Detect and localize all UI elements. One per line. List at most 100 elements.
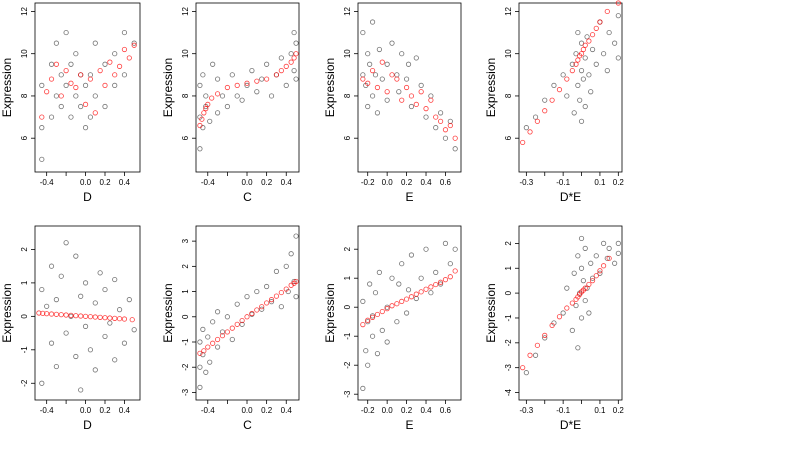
observed-point — [224, 103, 230, 110]
fitted-point — [597, 268, 603, 274]
x-tick-label: 0.2 — [261, 178, 273, 187]
fitted-point — [234, 321, 240, 327]
observed-point — [582, 55, 588, 61]
observed-point — [207, 118, 213, 124]
y-tick-label: 2 — [20, 247, 29, 252]
fitted-point — [53, 61, 59, 67]
observed-point — [604, 68, 610, 74]
observed-point — [369, 313, 376, 319]
fitted-point — [40, 310, 46, 316]
observed-point — [200, 352, 206, 358]
observed-point — [433, 125, 439, 131]
plot-frame — [518, 225, 623, 401]
observed-point — [418, 275, 424, 281]
fitted-point — [556, 314, 563, 320]
y-tick-label: 12 — [504, 6, 513, 15]
scatter-panel-2: -0.4 0.0 0.2 0.4 6 8 10 12 C Expression — [161, 2, 300, 204]
fitted-point — [379, 308, 385, 315]
observed-point — [582, 103, 588, 110]
fitted-point — [209, 95, 215, 101]
observed-point — [112, 82, 118, 88]
observed-point — [374, 110, 381, 116]
fitted-point — [234, 82, 240, 88]
y-tick-label: 8 — [504, 93, 513, 98]
observed-point — [374, 350, 381, 357]
fitted-point — [389, 72, 395, 78]
observed-point — [403, 76, 410, 82]
fitted-point — [437, 118, 444, 124]
fitted-point — [597, 19, 603, 25]
observed-point — [82, 323, 89, 329]
observed-point — [234, 93, 240, 99]
observed-point — [571, 270, 577, 276]
observed-point — [39, 380, 45, 386]
observed-point — [53, 363, 59, 370]
observed-point — [532, 114, 539, 120]
y-axis-title: Expression — [484, 283, 498, 342]
x-tick-label: -0.2 — [361, 178, 375, 187]
observed-point — [601, 240, 607, 246]
observed-point — [121, 29, 128, 36]
fitted-point — [593, 25, 599, 31]
observed-point — [372, 72, 379, 78]
observed-point — [612, 40, 618, 46]
observed-point — [39, 156, 45, 162]
fitted-point — [389, 303, 395, 309]
y-tick-label: 12 — [20, 6, 29, 15]
fitted-point — [527, 129, 533, 135]
fitted-point — [131, 42, 137, 48]
observed-point — [423, 246, 429, 252]
y-tick-label: 0 — [181, 314, 190, 319]
y-tick-label: 6 — [504, 135, 513, 140]
fitted-point — [413, 101, 419, 108]
fitted-point — [214, 336, 221, 343]
observed-point — [58, 273, 64, 279]
observed-point — [532, 352, 539, 358]
observed-point — [63, 330, 69, 336]
observed-point — [244, 294, 250, 300]
observed-point — [394, 319, 400, 325]
observed-point — [577, 97, 583, 103]
x-tick-label: 0.0 — [241, 406, 253, 415]
fitted-point — [399, 97, 405, 103]
x-tick-label: 0.2 — [613, 178, 625, 187]
observed-point — [588, 260, 594, 266]
x-axis-title: D — [83, 418, 92, 432]
observed-point — [288, 51, 294, 57]
observed-point — [219, 93, 226, 99]
observed-point — [48, 61, 55, 67]
fitted-point — [48, 311, 55, 317]
y-tick-label: 10 — [343, 49, 352, 58]
fitted-point — [82, 101, 89, 108]
observed-point — [107, 320, 113, 326]
fitted-point — [53, 311, 59, 317]
fitted-point — [116, 316, 123, 322]
observed-point — [234, 301, 240, 307]
observed-point — [408, 103, 415, 110]
observed-point — [384, 61, 390, 67]
y-tick-label: 0 — [504, 290, 513, 295]
observed-point — [379, 76, 385, 82]
y-tick-label: -2 — [20, 379, 29, 387]
fitted-point — [126, 55, 132, 61]
observed-point — [53, 297, 59, 303]
y-axis-title: Expression — [0, 283, 14, 342]
observed-point — [578, 265, 585, 271]
observed-point — [63, 82, 69, 88]
observed-point — [291, 68, 297, 74]
observed-point — [264, 61, 270, 67]
y-tick-label: 8 — [343, 93, 352, 98]
observed-point — [413, 55, 419, 61]
x-tick-label: 0.4 — [119, 178, 131, 187]
fitted-point — [604, 8, 610, 15]
y-tick-label: 10 — [504, 49, 513, 58]
scatter-panel-7: -0.2 0.0 0.2 0.4 0.6 -3 -2 -1 0 1 2 E Expression — [323, 225, 462, 432]
observed-point — [564, 285, 570, 291]
x-tick-label: -0.4 — [201, 178, 215, 187]
observed-point — [63, 240, 69, 246]
fitted-point — [48, 76, 55, 82]
fitted-point — [293, 278, 299, 285]
observed-point — [523, 125, 529, 131]
fitted-point — [87, 314, 94, 320]
fitted-point — [520, 365, 526, 371]
